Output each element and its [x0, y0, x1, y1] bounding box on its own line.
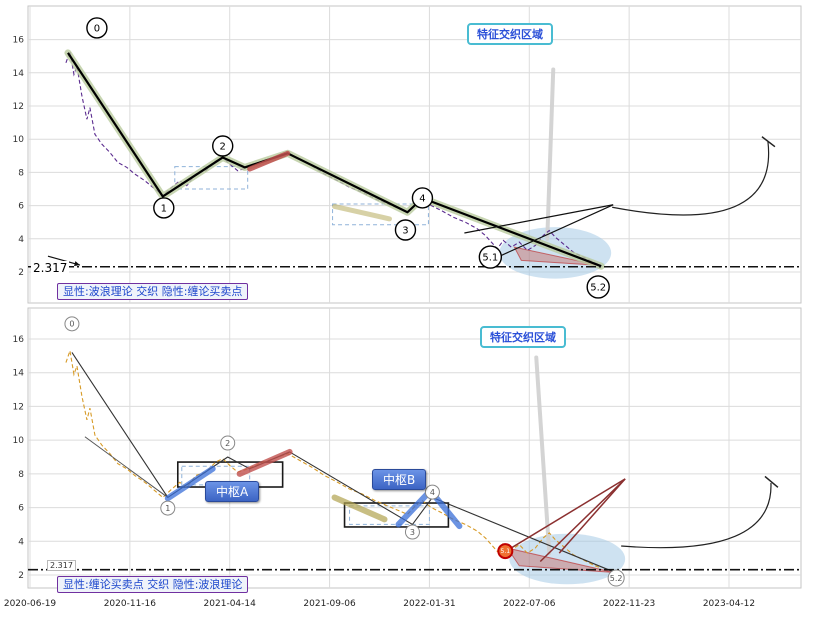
y-tick-label: 6	[18, 202, 24, 212]
wave-marker-label: 3	[410, 528, 415, 537]
wave-marker-label: 5.1	[482, 253, 498, 264]
wave-marker	[160, 500, 176, 516]
wave-marker	[607, 569, 625, 587]
wave-marker-label: 4	[419, 194, 425, 205]
wave-marker	[64, 316, 80, 332]
wave-marker	[86, 17, 108, 39]
annotation-arc	[621, 482, 772, 549]
y-tick-label: 14	[13, 69, 25, 79]
x-tick-label: 2022-07-06	[503, 599, 556, 609]
wave-marker	[586, 275, 610, 299]
x-tick-label: 2022-01-31	[403, 599, 455, 609]
wave-marker	[220, 435, 236, 451]
arrowhead	[74, 261, 80, 267]
annotation-line	[558, 478, 626, 554]
wave-marker-label: 3	[402, 226, 408, 237]
wave-marker	[404, 524, 420, 540]
x-tick-label: 2022-11-23	[603, 599, 655, 609]
reference-value-label-top: 2.317	[31, 261, 70, 275]
feature-region-label-bottom: 特征交织区域	[480, 326, 566, 348]
panel-border	[27, 307, 802, 589]
wave-line-2	[84, 436, 169, 498]
y-tick-label: 4	[18, 537, 24, 547]
pivot-a-label: 中枢A	[205, 481, 260, 502]
y-tick-label: 2	[18, 571, 24, 581]
annotation-line	[501, 204, 614, 256]
y-tick-label: 6	[18, 504, 24, 514]
wave-marker-label: 0	[69, 320, 74, 329]
wave-marker	[424, 484, 440, 500]
annotation-arc	[612, 141, 770, 216]
y-tick-label: 8	[18, 168, 24, 178]
y-tick-label: 8	[18, 470, 24, 480]
wave-marker-label: 2	[225, 439, 230, 448]
x-tick-label: 2020-11-16	[104, 599, 157, 609]
y-tick-label: 16	[13, 335, 25, 345]
chan-stroke	[164, 465, 216, 502]
y-tick-label: 14	[13, 369, 25, 379]
x-tick-label: 2023-04-12	[703, 599, 755, 609]
annotation-line	[464, 204, 614, 234]
pivot-b-label: 中枢B	[372, 469, 427, 490]
x-tick-label: 2020-06-19	[4, 599, 57, 609]
y-tick-label: 12	[13, 102, 24, 112]
y-tick-label: 10	[13, 135, 25, 145]
reference-value-label-bottom: 2.317	[47, 560, 76, 571]
y-tick-label: 10	[13, 436, 25, 446]
chan-stroke	[236, 448, 293, 477]
chan-stroke	[332, 203, 392, 222]
panel-border	[27, 5, 802, 304]
chan-stroke	[331, 494, 388, 523]
wave-marker	[212, 135, 234, 157]
pivot-box	[332, 203, 429, 226]
arc-tail-tick	[764, 475, 779, 488]
annotation-line	[507, 478, 626, 551]
price-line	[65, 350, 602, 569]
x-tick-label: 2021-09-06	[303, 599, 356, 609]
leader-line	[545, 67, 556, 241]
wave-marker-label: 4	[430, 488, 435, 497]
y-tick-label: 12	[13, 402, 24, 412]
x-tick-label: 2021-04-14	[204, 599, 257, 609]
legend-caption-top: 显性:波浪理论 交织 隐性:缠论买卖点	[57, 283, 249, 300]
arc-tail-tick	[761, 136, 776, 148]
wave-marker-label: 5.2	[590, 283, 606, 294]
wave-marker	[394, 219, 417, 241]
wave-marker	[411, 187, 434, 209]
wave-marker	[153, 197, 175, 219]
y-tick-label: 4	[18, 235, 24, 245]
wave-marker-label: 1	[165, 504, 170, 513]
wave-marker-label: 1	[161, 204, 167, 215]
wave-marker-label: 5.2	[610, 574, 623, 583]
wave-marker-label: 2	[220, 142, 226, 153]
wave-marker-label: 0	[94, 24, 100, 35]
feature-region-label-top: 特征交织区域	[467, 23, 553, 45]
y-tick-label: 16	[13, 36, 25, 46]
chan-stroke	[247, 150, 291, 172]
legend-caption-bottom: 显性:缠论买卖点 交织 隐性:波浪理论	[57, 576, 249, 593]
leader-line	[534, 355, 552, 556]
annotation-line	[47, 255, 81, 266]
wave-marker	[497, 543, 514, 560]
annotation-line	[539, 478, 626, 563]
wave-marker-label: 5.1	[501, 548, 511, 555]
wave-marker	[478, 245, 503, 269]
y-tick-label: 2	[18, 268, 24, 278]
